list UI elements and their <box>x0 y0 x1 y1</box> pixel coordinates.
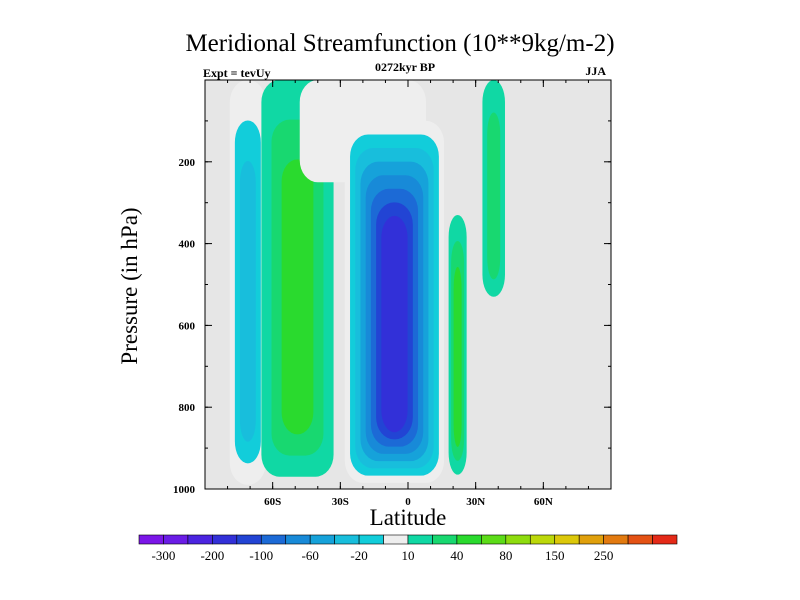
colorbar-label: -300 <box>152 548 176 563</box>
colorbar-box <box>456 534 482 545</box>
contour-field <box>205 80 611 489</box>
colorbar-box <box>407 534 433 545</box>
colorbar-box <box>627 534 653 545</box>
colorbar-label: -100 <box>249 548 273 563</box>
y-tick-label: 200 <box>179 157 196 169</box>
cell-nh-subtropical-cell <box>448 214 467 475</box>
colorbar-box <box>481 534 507 545</box>
colorbar-label: 150 <box>545 548 565 563</box>
y-tick-label: 400 <box>179 239 196 251</box>
colorbar-box <box>652 534 678 545</box>
colorbar-label: 250 <box>594 548 614 563</box>
y-axis-label: Pressure (in hPa) <box>117 207 142 365</box>
colorbar-box <box>236 534 262 545</box>
colorbar-label: -60 <box>302 548 319 563</box>
colorbar-box <box>285 534 311 545</box>
contour-band <box>239 160 256 442</box>
x-tick-label: 30S <box>332 496 349 508</box>
time-label: 0272kyr BP <box>374 60 436 74</box>
colorbar-box <box>309 534 335 545</box>
experiment-label: Expt = tevUy <box>203 66 271 80</box>
colorbar-box <box>578 534 604 545</box>
colorbar-label: -20 <box>350 548 367 563</box>
contour-band <box>281 159 314 435</box>
colorbar-box <box>603 534 629 545</box>
colorbar-box <box>358 534 384 545</box>
x-axis-label: Latitude <box>369 505 447 530</box>
colorbar-box <box>505 534 531 545</box>
colorbar-box <box>212 534 238 545</box>
x-tick-label: 60N <box>534 496 553 508</box>
chart-title: Meridional Streamfunction (10**9kg/m-2) <box>185 30 615 57</box>
colorbar-box <box>334 534 360 545</box>
y-tick-label: 1000 <box>173 484 196 496</box>
y-tick-label: 600 <box>179 320 196 332</box>
contour-band <box>487 112 501 280</box>
x-tick-label: 60S <box>264 496 281 508</box>
colorbar-label: 10 <box>402 548 415 563</box>
y-tick-label: 800 <box>179 402 196 414</box>
x-tick-label: 30N <box>466 496 485 508</box>
colorbar-label: 40 <box>450 548 463 563</box>
colorbar-box <box>138 534 164 545</box>
colorbar-box <box>432 534 458 545</box>
colorbar-label: -200 <box>200 548 224 563</box>
cell-nh-high-latitude-strip <box>482 80 505 297</box>
colorbar-label: 80 <box>499 548 512 563</box>
colorbar: -300 -200 -100 -60 -20 10 40 80 150 250 <box>138 534 678 563</box>
season-label: JJA <box>585 64 606 78</box>
cell-hadley-cell <box>344 120 445 483</box>
colorbar-box <box>163 534 189 545</box>
colorbar-box <box>554 534 580 545</box>
x-tick-label: 0 <box>405 496 411 508</box>
colorbar-box <box>383 534 409 545</box>
colorbar-box <box>529 534 556 545</box>
contour-band <box>453 266 462 447</box>
contour-band <box>381 215 408 433</box>
cell-sh-outer-cell <box>229 80 266 485</box>
plot-axes: 60S 30S 0 30N 60N 200 400 600 800 1000 <box>173 79 612 508</box>
colorbar-box <box>260 534 287 545</box>
colorbar-box <box>187 534 213 545</box>
